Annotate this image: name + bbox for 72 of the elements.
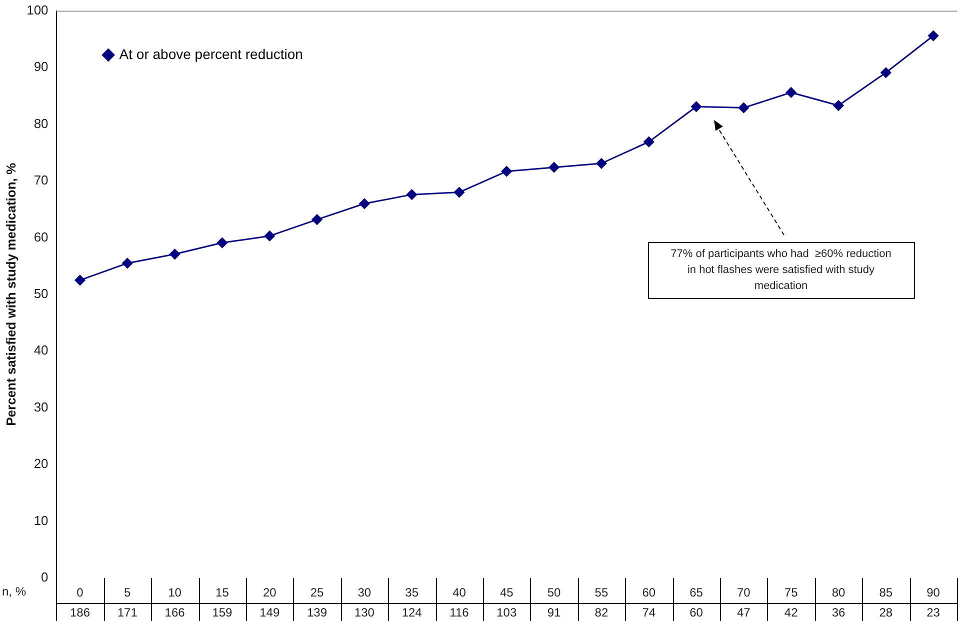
point xyxy=(312,214,322,225)
x-tick-label: 85 xyxy=(879,586,893,600)
text: 171 xyxy=(117,605,138,620)
text: 159 xyxy=(212,605,233,620)
x-tick-label: 70 xyxy=(736,586,751,600)
x-tick-label: 15 xyxy=(216,586,230,600)
text: 149 xyxy=(260,605,280,620)
point xyxy=(738,102,749,114)
text: 42 xyxy=(784,605,798,620)
y-tick-label: 30 xyxy=(34,399,48,414)
text: 130 xyxy=(354,605,375,620)
text: 166 xyxy=(164,605,186,620)
text: 82 xyxy=(594,605,608,620)
x-tick-label: 5 xyxy=(124,586,132,600)
text: 47 xyxy=(736,605,751,620)
point xyxy=(644,136,654,148)
x-tick-label: 40 xyxy=(452,586,466,600)
y-tick-label: 40 xyxy=(34,342,48,358)
point xyxy=(74,274,86,286)
y-tick-label: 90 xyxy=(34,59,48,74)
x-tick-label: 60 xyxy=(642,586,656,600)
x-tick-label: 55 xyxy=(594,586,608,600)
y-tick-label: 50 xyxy=(34,286,48,301)
text: 139 xyxy=(307,605,328,620)
y-tick-label: 60 xyxy=(34,229,48,244)
point xyxy=(928,30,939,42)
text: 28 xyxy=(879,605,893,620)
text: 91 xyxy=(547,605,562,620)
point xyxy=(691,101,702,112)
text: 60 xyxy=(690,605,704,620)
x-tick-label: 30 xyxy=(358,586,372,600)
point xyxy=(264,230,275,242)
annotation: 77% of participants who had ≥60% reduction in hot flashes were satisfied with study medication xyxy=(670,248,892,292)
text: 74 xyxy=(642,605,656,620)
x-axis-title: n, % xyxy=(2,584,26,598)
text: 124 xyxy=(402,605,422,620)
y-axis-title: Percent satisfied with study medication, % xyxy=(3,162,18,426)
x-tick-label: 25 xyxy=(310,586,324,600)
point xyxy=(786,87,796,98)
text: 116 xyxy=(450,605,470,620)
text: 36 xyxy=(832,605,846,620)
y-tick-label: 20 xyxy=(34,456,48,472)
point xyxy=(454,187,464,198)
point xyxy=(596,158,607,169)
x-tick-label: 0 xyxy=(76,586,84,600)
point xyxy=(548,162,560,173)
y-tick-label: 100 xyxy=(26,2,48,18)
x-tick-label: 20 xyxy=(262,586,277,600)
x-tick-label: 50 xyxy=(547,586,562,600)
point xyxy=(406,189,418,200)
legend-label: At or above percent reduction xyxy=(119,46,303,62)
point xyxy=(501,166,512,177)
x-tick-label: 75 xyxy=(784,586,798,600)
text: 23 xyxy=(926,605,940,620)
point xyxy=(216,238,228,248)
x-tick-label: 90 xyxy=(926,586,940,600)
point xyxy=(170,248,180,260)
text: 103 xyxy=(496,605,517,620)
x-tick-label: 45 xyxy=(500,586,514,600)
text: 186 xyxy=(70,605,90,620)
point xyxy=(122,258,133,268)
y-tick-label: 70 xyxy=(34,172,48,188)
x-tick-label: 10 xyxy=(168,586,182,600)
x-tick-label: 80 xyxy=(832,586,846,600)
point xyxy=(880,67,892,78)
y-tick-label: 80 xyxy=(34,116,48,131)
y-tick-label: 10 xyxy=(34,512,48,528)
x-tick-label: 65 xyxy=(690,586,704,600)
x-tick-label: 35 xyxy=(405,586,419,600)
point xyxy=(359,198,370,209)
point xyxy=(833,100,844,111)
y-tick-label: 0 xyxy=(41,570,48,585)
